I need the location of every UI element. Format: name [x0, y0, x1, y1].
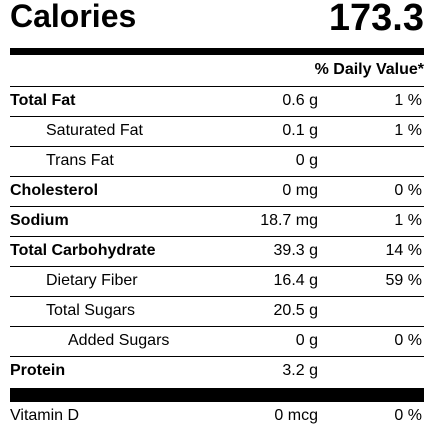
nutrient-amount: 0.6 g [282, 92, 318, 109]
nutrient-row-dietary-fiber: Dietary Fiber 16.4 g 59 % [10, 266, 424, 296]
nutrient-row-total-carbohydrate: Total Carbohydrate 39.3 g 14 % [10, 236, 424, 266]
nutrient-row-protein: Protein 3.2 g [10, 356, 424, 386]
nutrient-name: Sodium [10, 212, 69, 229]
nutrient-daily-value: 14 % [385, 242, 422, 259]
calories-label: Calories [10, 0, 137, 34]
nutrient-daily-value: 1 % [394, 212, 422, 229]
nutrient-name: Trans Fat [46, 152, 114, 169]
nutrient-name: Cholesterol [10, 182, 99, 199]
nutrient-row-total-sugars: Total Sugars 20.5 g [10, 296, 424, 326]
daily-value-header: % Daily Value* [10, 58, 424, 84]
daily-value-header-label: % Daily Value* [314, 61, 424, 78]
calories-row: Calories 173.3 [10, 0, 424, 44]
thick-divider [10, 48, 424, 55]
nutrient-daily-value: 1 % [394, 122, 422, 139]
nutrient-row-trans-fat: Trans Fat 0 g [10, 146, 424, 176]
nutrient-row-total-fat: Total Fat 0.6 g 1 % [10, 86, 424, 116]
nutrient-daily-value: 0 % [394, 332, 422, 349]
calories-value: 173.3 [328, 0, 424, 39]
nutrient-name: Total Carbohydrate [10, 242, 156, 259]
nutrient-amount: 39.3 g [273, 242, 318, 259]
nutrient-amount: 0.1 g [282, 122, 318, 139]
nutrient-amount: 0 g [295, 332, 318, 349]
nutrient-name: Added Sugars [68, 332, 170, 349]
nutrient-daily-value: 59 % [385, 272, 422, 289]
nutrient-name: Saturated Fat [46, 122, 143, 139]
vitamin-row-vitamin-d: Vitamin D 0 mcg 0 % [10, 402, 424, 430]
nutrient-name: Total Fat [10, 92, 76, 109]
nutrient-amount: 20.5 g [273, 302, 318, 319]
vitamin-amount: 0 mcg [274, 407, 318, 424]
nutrient-row-cholesterol: Cholesterol 0 mg 0 % [10, 176, 424, 206]
nutrient-row-added-sugars: Added Sugars 0 g 0 % [10, 326, 424, 356]
nutrient-row-sodium: Sodium 18.7 mg 1 % [10, 206, 424, 236]
nutrient-amount: 3.2 g [282, 362, 318, 379]
vitamin-daily-value: 0 % [394, 407, 422, 424]
thick-divider [10, 388, 424, 402]
nutrient-amount: 16.4 g [273, 272, 318, 289]
nutrient-daily-value: 0 % [394, 182, 422, 199]
nutrient-row-saturated-fat: Saturated Fat 0.1 g 1 % [10, 116, 424, 146]
nutrient-amount: 0 mg [282, 182, 318, 199]
nutrient-amount: 18.7 mg [260, 212, 318, 229]
nutrient-amount: 0 g [295, 152, 318, 169]
nutrient-name: Dietary Fiber [46, 272, 138, 289]
vitamin-name: Vitamin D [10, 407, 80, 424]
nutrient-daily-value: 1 % [394, 92, 422, 109]
nutrient-name: Total Sugars [46, 302, 135, 319]
nutrient-name: Protein [10, 362, 66, 379]
